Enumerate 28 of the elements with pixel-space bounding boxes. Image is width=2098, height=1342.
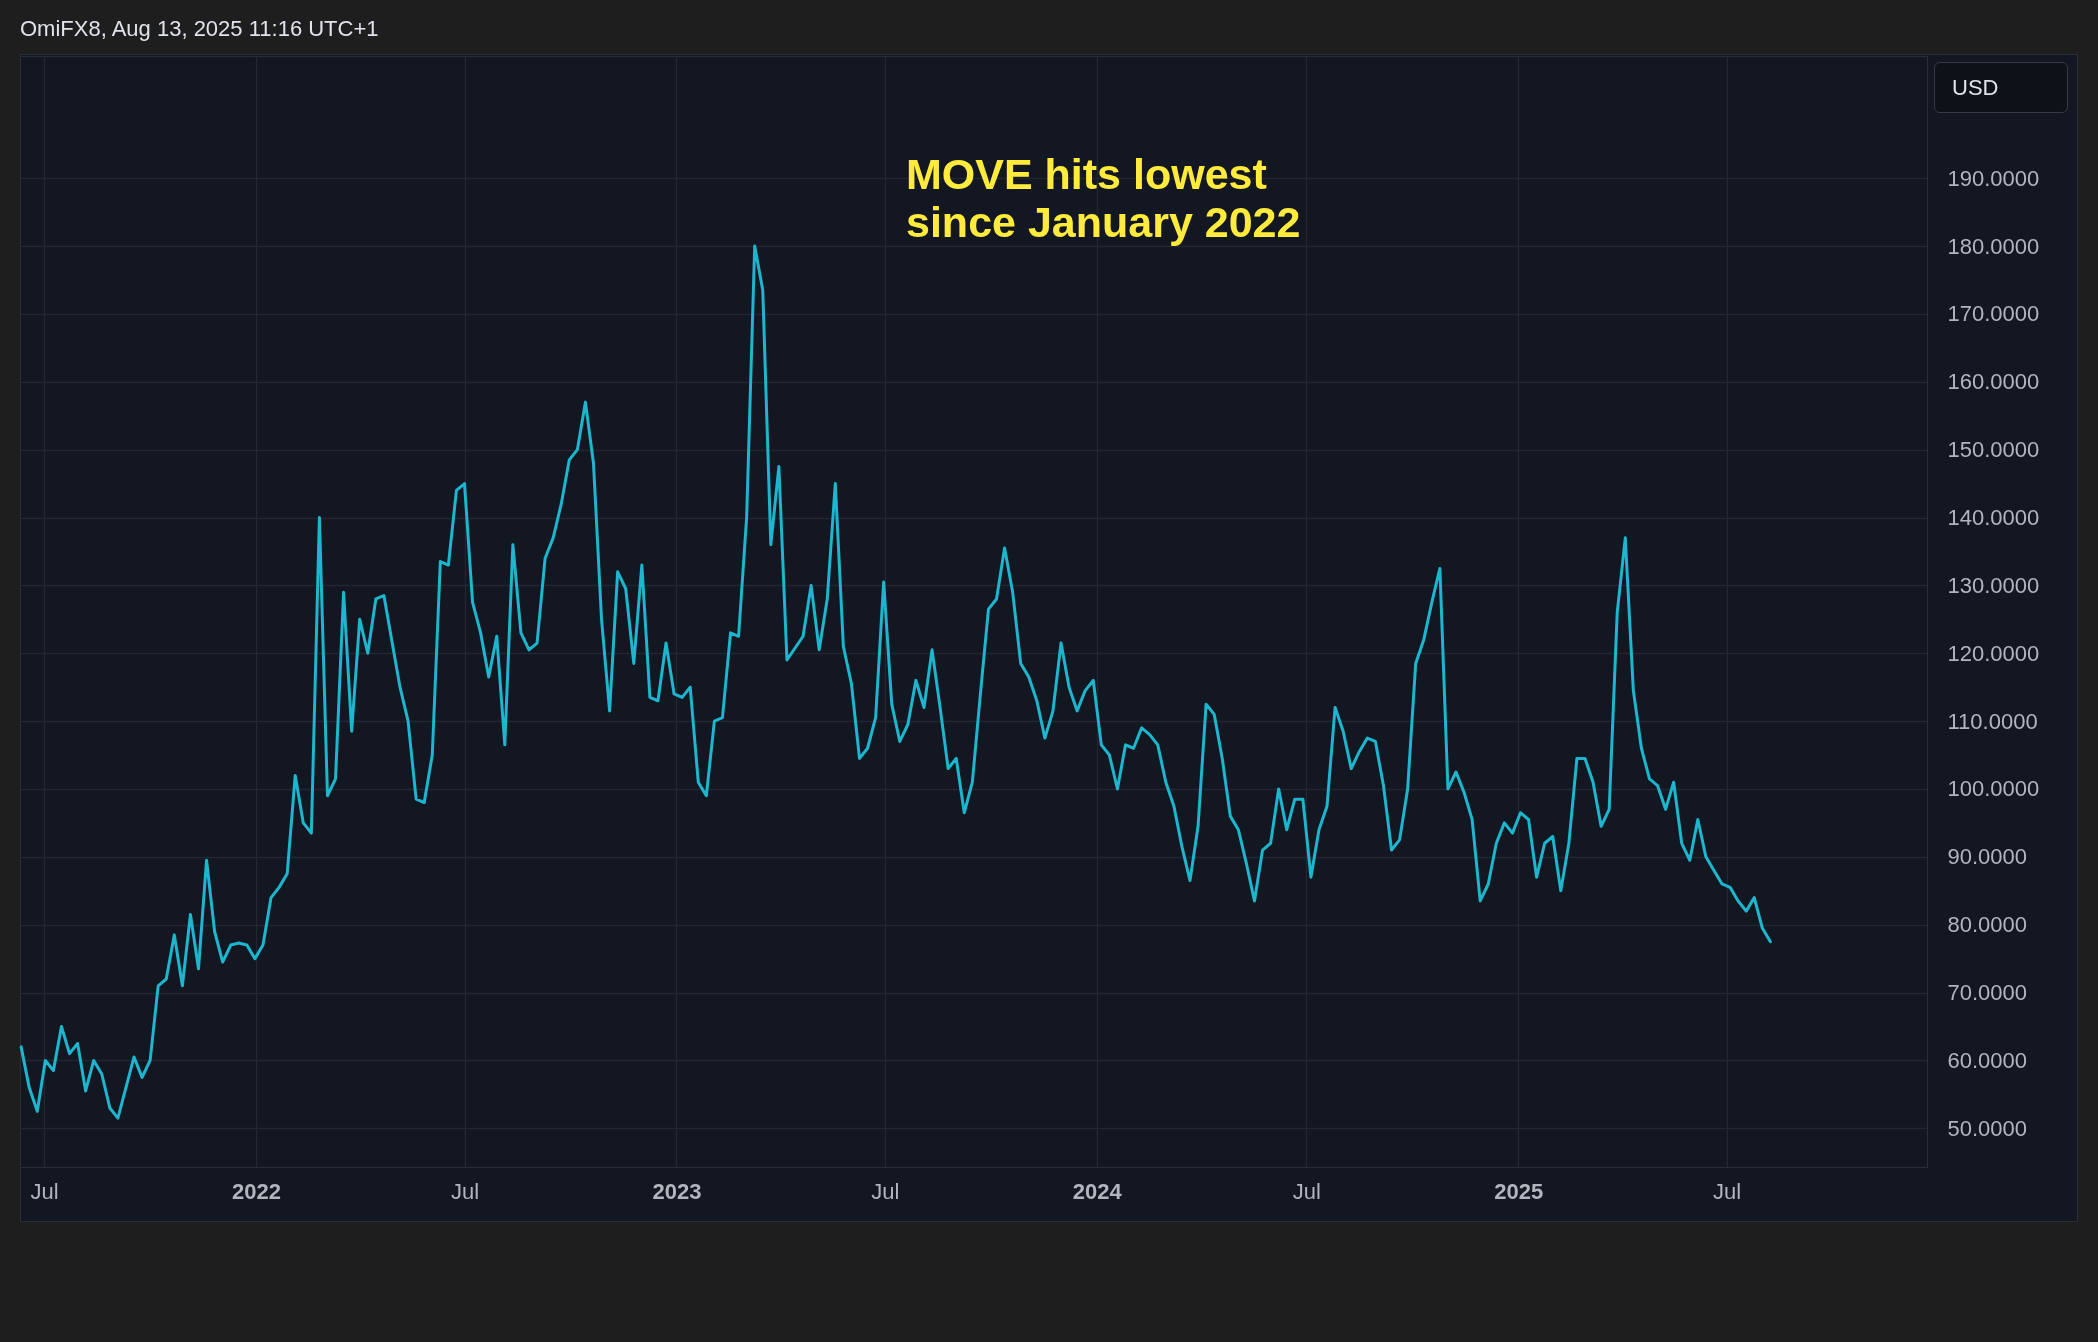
y-tick-label: 60.0000 [1947, 1047, 2028, 1073]
annotation: MOVE hits lowest since January 2022 [906, 150, 1302, 246]
y-tick-label: 180.0000 [1947, 233, 2040, 259]
x-tick-label: 2022 [232, 1178, 282, 1204]
y-tick-label: 170.0000 [1947, 301, 2040, 327]
line-series [19, 244, 1772, 1120]
y-tick-label: 70.0000 [1947, 980, 2028, 1006]
y-tick-label: 120.0000 [1947, 640, 2040, 666]
x-tick-label: Jul [871, 1178, 900, 1204]
y-tick-label: 80.0000 [1947, 912, 2028, 938]
y-tick-label: 140.0000 [1947, 505, 2040, 530]
y-tick-label: 150.0000 [1947, 437, 2040, 463]
x-tick-label: 2025 [1494, 1178, 1544, 1204]
text: USD [1934, 62, 2068, 113]
y-tick-label: 190.0000 [1947, 165, 2040, 191]
y-tick-label: 100.0000 [1947, 776, 2040, 802]
y-tick-label: 160.0000 [1947, 369, 2040, 395]
x-tick-label: Jul [1292, 1178, 1321, 1204]
text: OmiFX8, Aug 13, 2025 11:16 UTC+1 [20, 16, 379, 42]
x-tick-label: Jul [30, 1178, 59, 1204]
x-tick-label: Jul [1713, 1178, 1742, 1204]
x-tick-label: 2023 [652, 1178, 702, 1204]
y-tick-label: 130.0000 [1947, 572, 2040, 598]
y-tick-label: 50.0000 [1947, 1115, 2028, 1141]
y-tick-label: 110.0000 [1947, 708, 2038, 734]
y-tick-label: 90.0000 [1947, 844, 2028, 870]
x-tick-label: Jul [450, 1178, 480, 1204]
x-tick-label: 2024 [1072, 1178, 1123, 1204]
